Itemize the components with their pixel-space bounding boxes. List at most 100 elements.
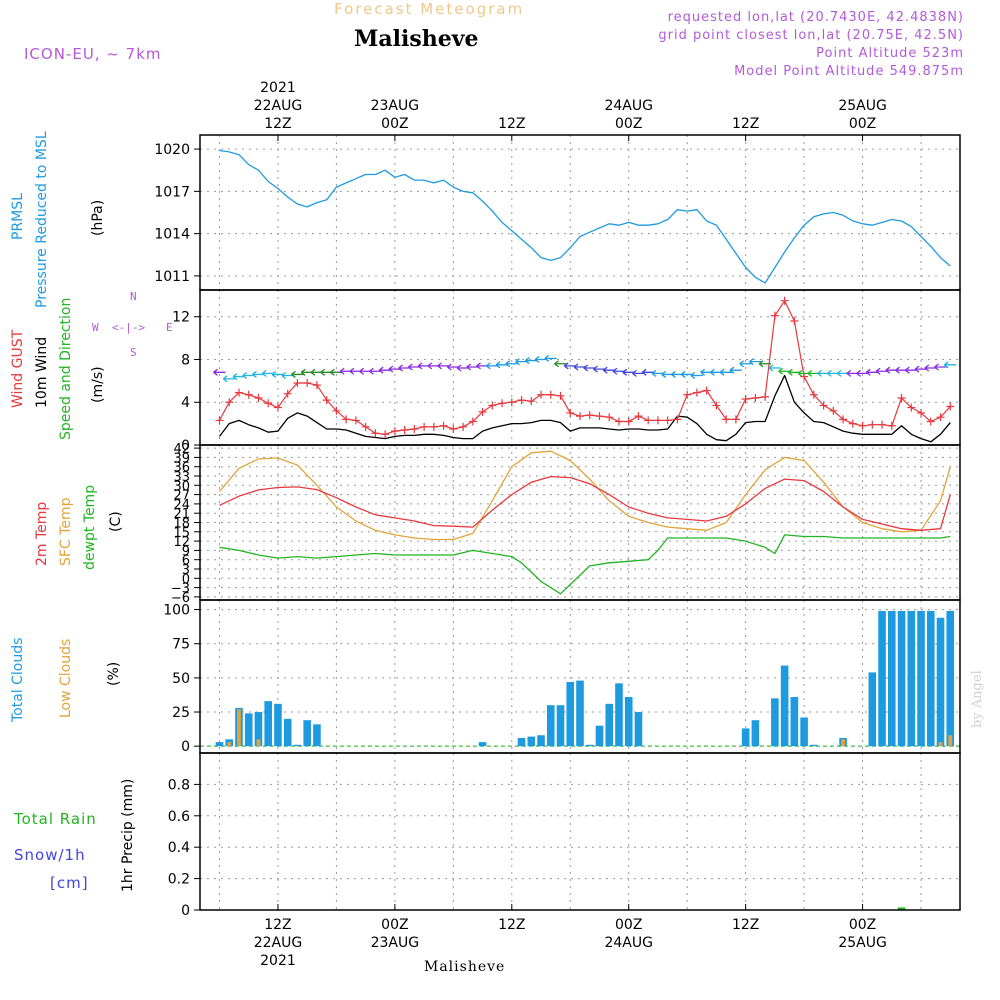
temp-tick-label: 33 xyxy=(173,470,190,485)
total-cloud-bar xyxy=(595,725,604,747)
wind-arrow-path xyxy=(573,363,586,371)
gust-marker xyxy=(946,402,955,411)
wind-arrow xyxy=(485,362,499,370)
gridpoint-coords: grid point closest lon,lat (20.75E, 42.5… xyxy=(658,28,964,43)
wind-arrow xyxy=(758,360,772,368)
total-cloud-bar xyxy=(907,610,916,747)
wind-arrow-path xyxy=(398,364,411,372)
temp-tick-label: 36 xyxy=(173,461,190,476)
gust-marker xyxy=(936,413,945,422)
temp-tick-label: 0 xyxy=(182,572,190,587)
total-cloud-bar xyxy=(926,610,935,747)
wind-arrow-path xyxy=(554,360,567,368)
wind-arrow-path xyxy=(456,364,470,372)
wind-arrow-path xyxy=(748,358,762,366)
precip-tick-label: 0 xyxy=(181,903,190,919)
wind-arrow xyxy=(748,358,762,366)
total-cloud-bar xyxy=(917,610,925,747)
bottom-time-label: 12Z xyxy=(264,917,291,933)
wind-arrow-path xyxy=(904,366,918,374)
gust-marker xyxy=(692,388,701,397)
total-cloud-bar xyxy=(576,680,584,747)
gust-marker xyxy=(663,416,672,425)
total-cloud-bar xyxy=(313,724,321,747)
total-cloud-bar xyxy=(293,744,302,747)
wind-arrow-path xyxy=(534,355,548,364)
model-label: ICON-EU, ~ 7km xyxy=(24,45,162,63)
temp-tick-label: 42 xyxy=(173,442,190,457)
gust-marker xyxy=(829,406,838,415)
gust-marker xyxy=(566,408,575,417)
gust-marker xyxy=(283,389,292,398)
total-cloud-bar xyxy=(244,713,253,747)
gust-marker xyxy=(488,401,497,410)
temp-tick-label: 12 xyxy=(173,535,190,550)
wind-arrow xyxy=(602,366,616,374)
wind-arrow xyxy=(554,360,567,368)
gust-marker xyxy=(858,421,867,430)
gust-marker xyxy=(741,395,750,404)
total-cloud-bar xyxy=(800,717,808,747)
bottom-time-label: 24AUG xyxy=(604,935,653,951)
gust-marker xyxy=(322,396,331,405)
gust-marker xyxy=(585,411,594,420)
total-cloud-bar xyxy=(283,718,292,747)
compass-s: S xyxy=(130,346,137,359)
wind-arrow-path xyxy=(778,367,791,375)
gust-line xyxy=(218,300,951,435)
top-time-label: 00Z xyxy=(849,116,876,132)
wind-arrow xyxy=(368,367,382,375)
wind-arrow-path xyxy=(914,365,928,373)
compass-arrows: <-|-> xyxy=(112,321,146,334)
gust-marker xyxy=(653,416,662,425)
wind-arrow-path xyxy=(252,370,265,378)
wind-arrow-path xyxy=(719,368,733,376)
total-cloud-bar xyxy=(274,703,282,747)
wind-arrow xyxy=(641,368,655,376)
compass-icon: N W <-|-> E S xyxy=(92,290,182,360)
total-cloud-bar xyxy=(897,610,906,747)
wind-arrow-path xyxy=(446,363,460,371)
temp-tick-label: 3 xyxy=(182,563,190,578)
gust-marker xyxy=(498,399,507,408)
temp-tick-label: 27 xyxy=(173,489,190,504)
gust-marker xyxy=(351,416,360,425)
wind-arrow-path xyxy=(378,366,392,374)
wind-tick-label: 0 xyxy=(181,438,190,454)
wind-arrow xyxy=(446,363,460,371)
wind-arrow xyxy=(680,370,694,378)
wind-arrow xyxy=(252,370,265,378)
total-cloud-bar xyxy=(741,728,750,747)
wind-arrow xyxy=(407,363,421,371)
footer-location: Malisheve xyxy=(424,959,506,975)
gust-marker xyxy=(878,420,887,429)
wind-arrow xyxy=(222,375,236,383)
gust-marker xyxy=(225,398,234,407)
snow-unit-legend: [cm] xyxy=(50,874,89,892)
gust-marker xyxy=(429,422,438,431)
total-cloud-bar xyxy=(946,610,955,747)
wind-arrow xyxy=(563,362,577,370)
point-altitude: Point Altitude 523m xyxy=(816,46,964,61)
gust-marker xyxy=(234,388,243,397)
wind-arrow-path xyxy=(544,354,557,362)
gust-marker xyxy=(468,417,477,426)
gust-marker xyxy=(381,430,390,439)
wind-arrow xyxy=(378,366,392,374)
temp-tick-label: −6 xyxy=(171,591,190,606)
total-cloud-bar xyxy=(517,737,526,747)
wind-arrow-path xyxy=(856,369,869,377)
panel-frame xyxy=(199,752,961,911)
top-time-label: 12Z xyxy=(498,116,525,132)
total-cloud-bar xyxy=(527,736,536,747)
gust-marker xyxy=(527,397,536,406)
gust-marker xyxy=(839,415,848,424)
gust-marker xyxy=(595,412,604,421)
precip-tick-label: 0.2 xyxy=(168,872,190,888)
total-cloud-bar xyxy=(566,681,575,747)
wind10m-line xyxy=(218,374,951,443)
temp-tick-label: 21 xyxy=(173,507,190,522)
top-time-label: 12Z xyxy=(264,116,291,132)
wind-arrow xyxy=(232,373,245,381)
